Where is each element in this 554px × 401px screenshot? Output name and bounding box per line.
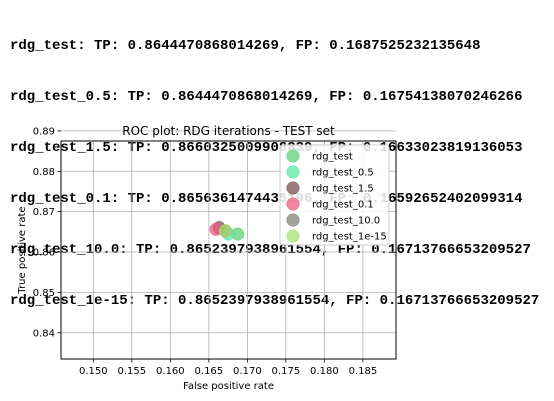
data-point-5 xyxy=(218,224,232,238)
data-points xyxy=(209,221,245,241)
legend-marker xyxy=(286,197,300,211)
chart-title: ROC plot: RDG iterations - TEST set xyxy=(122,124,335,138)
legend: rdg_test rdg_test_0.5 rdg_test_1.5 rdg_test… xyxy=(279,144,390,246)
x-tick-label: 0.160 xyxy=(156,366,185,377)
legend-label: rdg_test_1.5 xyxy=(312,184,374,195)
x-tick-label: 0.150 xyxy=(79,366,108,377)
x-tick-label: 0.180 xyxy=(310,366,339,377)
output-line: rdg_test: TP: 0.8644470868014269, FP: 0.… xyxy=(10,38,481,54)
legend-marker xyxy=(286,213,300,227)
y-axis-label: True positive rate xyxy=(17,206,28,294)
y-tick-label: 0.85 xyxy=(33,288,55,299)
legend-marker xyxy=(286,165,300,179)
output-line: rdg_test_0.5: TP: 0.8644470868014269, FP… xyxy=(10,89,523,105)
legend-label: rdg_test_10.0 xyxy=(312,216,380,227)
legend-marker xyxy=(286,229,300,243)
y-tick-label: 0.87 xyxy=(33,207,55,218)
legend-label: rdg_test_0.5 xyxy=(312,168,374,179)
plot-frame xyxy=(60,140,397,360)
legend-label: rdg_test xyxy=(312,152,353,163)
y-tick-label: 0.89 xyxy=(33,126,55,137)
x-axis-label: False positive rate xyxy=(183,381,274,392)
legend-label: rdg_test_1e-15 xyxy=(312,232,387,243)
y-tick-label: 0.84 xyxy=(33,328,55,339)
axis-ticks: 0.150 0.155 0.160 0.165 0.170 0.175 0.180 0.185… xyxy=(33,126,377,377)
x-tick-label: 0.170 xyxy=(233,366,262,377)
legend-marker xyxy=(286,181,300,195)
legend-box xyxy=(279,144,390,246)
y-tick-label: 0.88 xyxy=(33,167,55,178)
output-line: rdg_test_10.0: TP: 0.8652397938961554, F… xyxy=(10,242,531,258)
legend-marker xyxy=(286,149,300,163)
legend-label: rdg_test_0.1 xyxy=(312,200,374,211)
x-tick-label: 0.185 xyxy=(349,366,378,377)
x-tick-label: 0.175 xyxy=(272,366,301,377)
x-tick-label: 0.155 xyxy=(118,366,147,377)
x-tick-label: 0.165 xyxy=(195,366,224,377)
output-line: rdg_test_1e-15: TP: 0.8652397938961554, … xyxy=(10,293,540,309)
y-tick-label: 0.86 xyxy=(33,248,55,259)
